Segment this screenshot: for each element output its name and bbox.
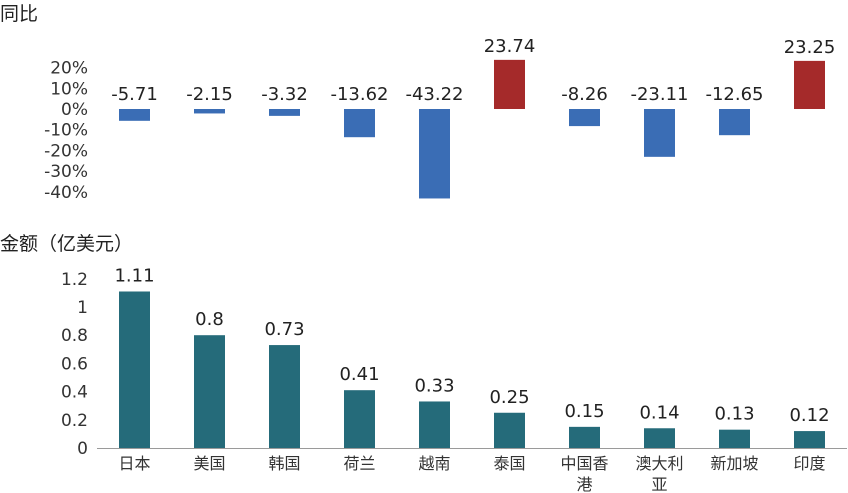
- yoy-chart-title: 同比: [0, 3, 38, 25]
- category-label: 中国香: [560, 454, 608, 473]
- yoy-data-label: -5.71: [111, 84, 158, 105]
- yoy-bar: [719, 109, 750, 136]
- amount-data-label: 0.73: [264, 319, 304, 340]
- category-label: 韩国: [268, 454, 300, 473]
- yoy-y-tick-label: 20%: [50, 59, 88, 79]
- amount-bar: [419, 401, 450, 448]
- category-label: 泰国: [493, 454, 525, 473]
- amount-chart: 金额（亿美元） 1.2 1 0.8 0.6 0.4 0.2 0 1.11 0.8 0.73 0.4…: [0, 233, 847, 493]
- yoy-growth-chart: 同比 20%10%0%-10%-20%-30%-40% -5.71 -2.15 -3…: [0, 3, 835, 203]
- yoy-bar: [119, 109, 150, 121]
- amount-bar: [194, 335, 225, 448]
- amount-data-label: 0.15: [564, 401, 604, 422]
- amount-bar: [719, 429, 750, 448]
- yoy-bar: [194, 109, 225, 114]
- amount-bar: [569, 426, 600, 448]
- yoy-data-label: -12.65: [705, 84, 763, 105]
- yoy-data-label: -8.26: [561, 84, 608, 105]
- amount-bar: [269, 345, 300, 448]
- yoy-bar: [794, 60, 825, 109]
- yoy-y-tick-label: -40%: [44, 183, 88, 203]
- yoy-y-tick-label: 0%: [61, 100, 88, 120]
- amount-data-label: 0.14: [639, 402, 679, 423]
- yoy-y-axis: 20%10%0%-10%-20%-30%-40%: [44, 59, 88, 203]
- yoy-bars: [119, 59, 825, 199]
- yoy-data-label: -2.15: [186, 84, 233, 105]
- category-label: 印度: [793, 454, 825, 473]
- category-label: 新加坡: [710, 454, 758, 473]
- yoy-data-label: -43.22: [405, 84, 463, 105]
- yoy-data-labels: -5.71 -2.15 -3.32 -13.62 -43.22 23.74 -8.26 -23…: [111, 36, 835, 105]
- yoy-data-label: 23.74: [484, 36, 536, 57]
- amount-y-tick-label: 0.2: [61, 411, 88, 431]
- yoy-y-tick-label: -10%: [44, 121, 88, 141]
- amount-data-label: 1.11: [114, 265, 154, 286]
- yoy-bar: [644, 109, 675, 157]
- amount-y-axis: 1.2 1 0.8 0.6 0.4 0.2 0: [61, 270, 88, 459]
- yoy-data-label: -3.32: [261, 84, 308, 105]
- amount-bar: [644, 428, 675, 448]
- amount-y-tick-label: 1: [77, 298, 88, 318]
- amount-data-label: 0.13: [714, 404, 754, 425]
- yoy-bar: [344, 109, 375, 138]
- amount-data-label: 0.33: [414, 375, 454, 396]
- yoy-bar: [569, 109, 600, 127]
- category-label: 澳大利: [635, 454, 683, 473]
- yoy-bar: [419, 109, 450, 199]
- category-label: 港: [576, 475, 592, 493]
- category-label: 越南: [418, 454, 450, 473]
- amount-bar: [494, 412, 525, 448]
- yoy-data-label: -23.11: [630, 84, 688, 105]
- yoy-data-label: -13.62: [330, 84, 388, 105]
- yoy-bar: [269, 109, 300, 116]
- amount-data-label: 0.12: [789, 405, 829, 426]
- category-label: 荷兰: [343, 454, 375, 473]
- yoy-bar: [494, 59, 525, 109]
- amount-y-tick-label: 1.2: [61, 270, 88, 290]
- amount-bar: [119, 291, 150, 448]
- yoy-y-tick-label: -30%: [44, 162, 88, 182]
- amount-data-label: 0.41: [339, 364, 379, 385]
- amount-data-labels: 1.11 0.8 0.73 0.41 0.33 0.25 0.15 0.14 0.13 0.12: [114, 265, 829, 426]
- amount-y-tick-label: 0.4: [61, 383, 88, 403]
- amount-y-tick-label: 0: [77, 439, 88, 459]
- category-label: 美国: [193, 454, 225, 473]
- amount-bar: [794, 431, 825, 448]
- amount-chart-title: 金额（亿美元）: [0, 233, 133, 255]
- amount-y-tick-label: 0.6: [61, 354, 88, 374]
- amount-data-label: 0.25: [489, 387, 529, 408]
- yoy-y-tick-label: 10%: [50, 79, 88, 99]
- amount-y-tick-label: 0.8: [61, 326, 88, 346]
- amount-bars: [119, 291, 825, 448]
- yoy-y-tick-label: -20%: [44, 141, 88, 161]
- amount-bar: [344, 390, 375, 448]
- category-label: 日本: [118, 454, 150, 473]
- category-label: 亚: [651, 475, 667, 493]
- amount-data-label: 0.8: [195, 309, 224, 330]
- yoy-data-label: 23.25: [784, 37, 836, 58]
